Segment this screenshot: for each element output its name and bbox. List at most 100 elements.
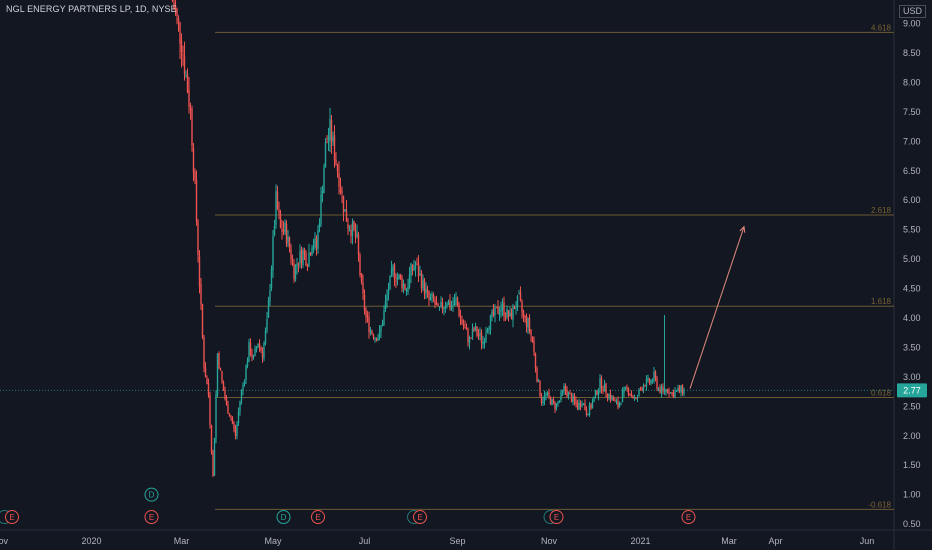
candle-body	[593, 396, 595, 402]
candle-body	[291, 260, 294, 262]
candle-body	[270, 268, 273, 289]
candle-body	[182, 54, 184, 56]
price-tick-label: 7.00	[903, 136, 921, 146]
candle-body	[432, 294, 435, 299]
candle-body	[671, 391, 673, 394]
candle-body	[207, 382, 210, 395]
candle-body	[603, 384, 606, 392]
candle-body	[371, 331, 373, 334]
candle-body	[459, 316, 462, 318]
candle-body	[257, 343, 259, 348]
candle-body	[462, 324, 465, 327]
candle-body	[629, 394, 631, 396]
earnings-event-marker	[413, 510, 427, 525]
candle-body	[654, 371, 657, 379]
candle-body	[479, 333, 481, 335]
candle-body	[330, 120, 333, 143]
candle-body	[423, 280, 426, 294]
candle-body	[318, 223, 321, 228]
candle-body	[401, 277, 403, 289]
fib-level-label: 0.618	[871, 389, 892, 398]
candle-body	[255, 347, 258, 350]
candle-body	[537, 380, 540, 382]
candle-body	[380, 326, 382, 332]
candle-body	[498, 312, 501, 316]
candle-body	[635, 397, 637, 399]
candle-body	[407, 286, 409, 292]
candles	[171, 0, 685, 477]
candle-body	[201, 303, 204, 337]
candle-body	[338, 172, 340, 188]
fib-level-label: 4.618	[871, 23, 892, 32]
candle-body	[356, 233, 358, 237]
candle-body	[341, 190, 343, 194]
candle-body	[206, 377, 208, 384]
candle-body	[233, 423, 235, 429]
candle-body	[405, 290, 408, 292]
candle-body	[588, 404, 591, 416]
time-tick-label: May	[264, 536, 282, 546]
candle-body	[303, 249, 306, 254]
candle-body	[230, 416, 232, 419]
candle-body	[365, 309, 367, 318]
currency-label[interactable]: USD	[898, 5, 926, 18]
candle-body	[561, 389, 564, 392]
candle-body	[504, 316, 507, 318]
candle-body	[606, 394, 609, 397]
candle-body	[392, 266, 394, 272]
candle-body	[179, 22, 181, 44]
candle-body	[470, 337, 472, 339]
candle-body	[519, 292, 522, 301]
candle-body	[600, 377, 603, 390]
candle-body	[386, 295, 388, 301]
candle-body	[350, 230, 352, 237]
candle-body	[575, 401, 577, 404]
candle-body	[329, 118, 331, 140]
candle-body	[281, 229, 283, 232]
candle-body	[290, 248, 292, 260]
candle-body	[638, 389, 640, 396]
candle-body	[594, 390, 597, 396]
candle-body	[315, 237, 318, 248]
candle-body	[345, 210, 348, 222]
candle-body	[185, 75, 187, 77]
last-price-label: 2.77	[903, 385, 921, 395]
candle-body	[660, 386, 663, 393]
candle-body	[555, 402, 558, 409]
candle-body	[308, 252, 310, 267]
candle-body	[431, 294, 433, 297]
fib-level-label: -0.618	[868, 500, 891, 509]
dividend-event-marker	[144, 487, 159, 502]
candle-body	[545, 393, 547, 396]
candle-body	[174, 5, 177, 12]
candle-body	[681, 385, 684, 394]
candle-body	[651, 380, 654, 382]
candle-body	[624, 386, 627, 389]
earnings-event-marker	[311, 510, 325, 525]
candle-body	[645, 378, 648, 387]
candle-body	[312, 246, 315, 249]
candle-body	[264, 330, 267, 344]
candle-body	[231, 417, 234, 424]
symbol-title[interactable]: NGL ENERGY PARTNERS LP, 1D, NYSE	[6, 4, 177, 14]
candle-body	[416, 263, 418, 265]
candle-body	[417, 263, 420, 277]
candle-body	[579, 403, 582, 407]
candle-body	[183, 56, 186, 74]
candle-body	[252, 355, 255, 358]
candle-body	[287, 235, 289, 242]
candle-body	[177, 17, 180, 23]
candle-body	[539, 381, 541, 397]
candle-body	[414, 264, 417, 270]
candle-body	[285, 223, 288, 244]
candle-body	[476, 326, 478, 336]
candle-body	[522, 311, 525, 317]
price-tick-label: 3.50	[903, 342, 921, 352]
candle-body	[383, 310, 385, 325]
candle-body	[678, 387, 681, 392]
candle-body	[425, 288, 427, 294]
candle-body	[321, 190, 324, 194]
candle-body	[248, 342, 250, 362]
candle-body	[267, 300, 270, 318]
